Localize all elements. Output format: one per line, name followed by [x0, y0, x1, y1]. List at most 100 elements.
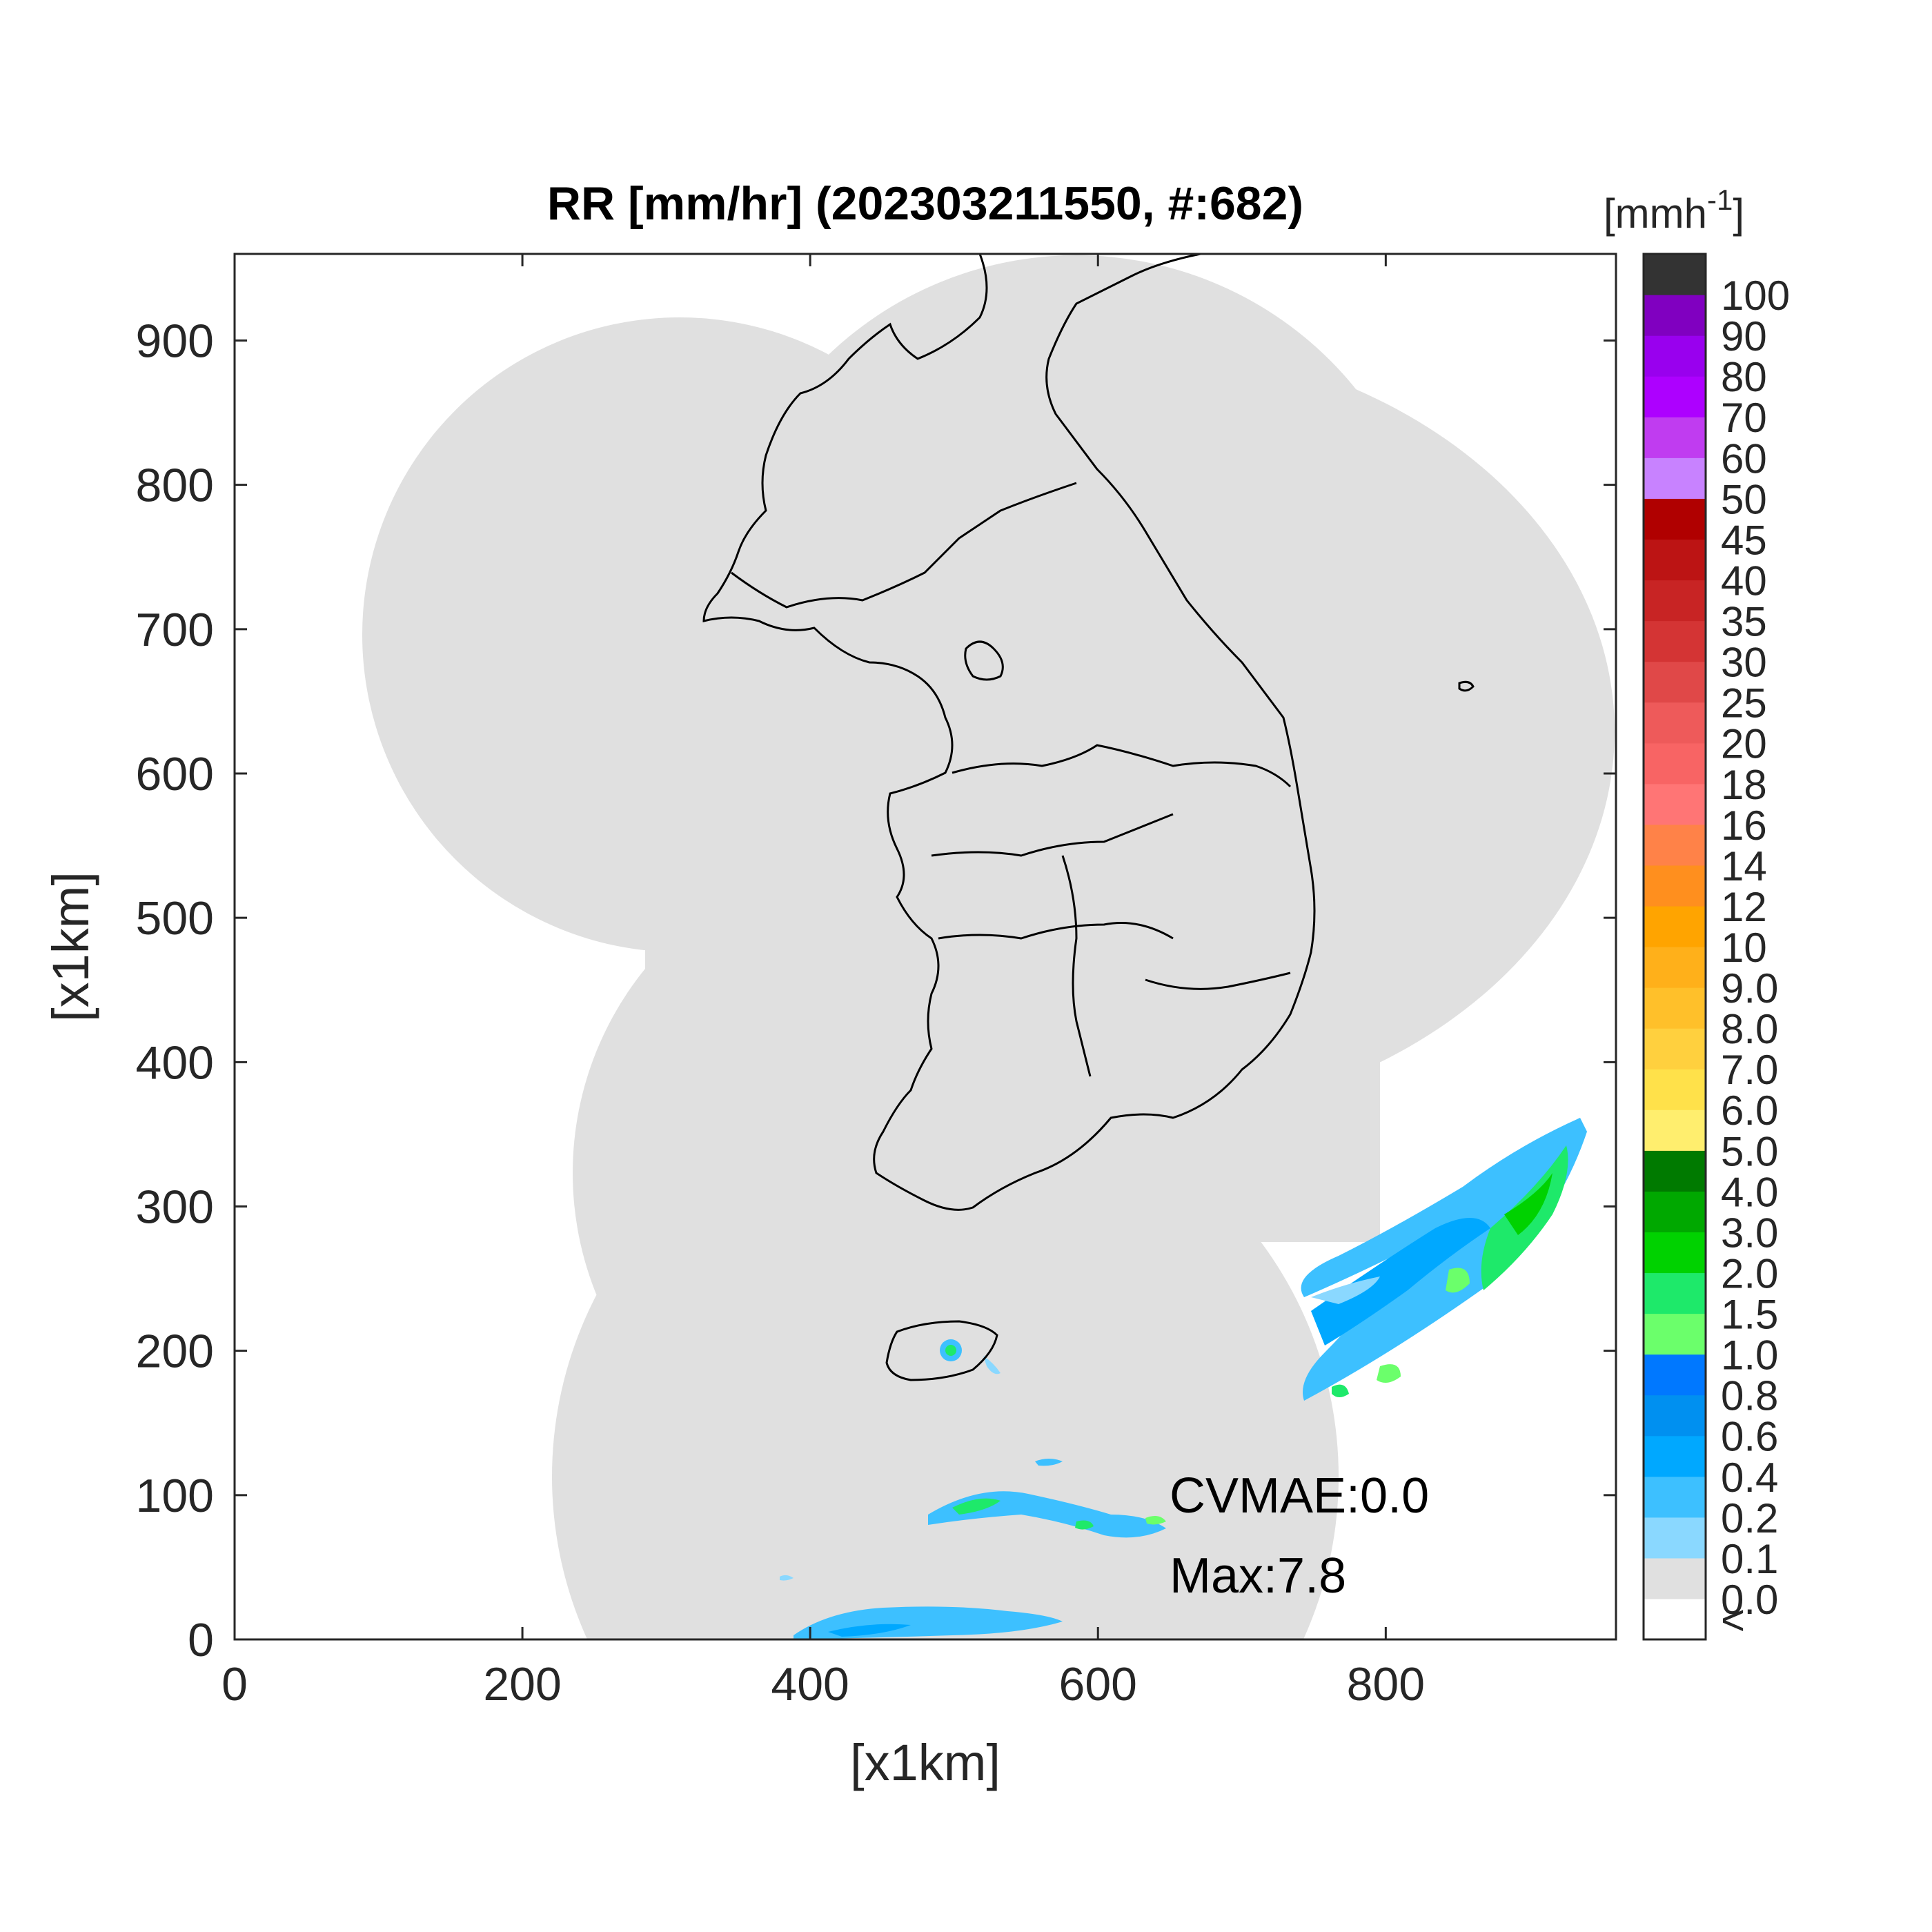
colorbar-tick-label: 40: [1721, 558, 1767, 604]
x-tick-label: 0: [221, 1658, 248, 1711]
colorbar-cell: [1644, 254, 1706, 295]
colorbar-cell: [1644, 457, 1706, 499]
radar-coverage: [362, 255, 1615, 1639]
colorbar-tick-label: 1.5: [1721, 1292, 1778, 1338]
colorbar-tick-label: 10: [1721, 925, 1767, 971]
colorbar-cell: [1644, 417, 1706, 458]
x-tick-label: 800: [1347, 1658, 1425, 1711]
colorbar-cell: [1644, 539, 1706, 581]
colorbar-cell: [1644, 1272, 1706, 1314]
colorbar-tick-label: 0.6: [1721, 1414, 1778, 1460]
colorbar-tick-label: <: [1721, 1597, 1745, 1643]
rain-echo-south-band: [928, 1459, 1166, 1538]
colorbar-cell: [1644, 1476, 1706, 1518]
colorbar-cell: [1644, 1028, 1706, 1070]
colorbar-tick-label: 60: [1721, 435, 1767, 482]
colorbar-tick-label: 16: [1721, 802, 1767, 849]
colorbar: <0.00.10.20.40.60.81.01.52.03.04.05.06.0…: [1642, 253, 1790, 1643]
colorbar-tick-label: 0.2: [1721, 1495, 1778, 1541]
colorbar-tick-label: 0.1: [1721, 1536, 1778, 1582]
colorbar-frame: [1642, 253, 1707, 1641]
colorbar-cell: [1644, 1150, 1706, 1192]
y-tick-label: 900: [136, 315, 214, 368]
colorbar-tick-label: 5.0: [1721, 1128, 1778, 1174]
y-tick-label: 500: [136, 892, 214, 945]
colorbar-tick-label: 6.0: [1721, 1087, 1778, 1134]
y-axis: 0 100 200 300 400 500 600 700 800 900: [136, 315, 1616, 1666]
colorbar-tick-label: 7.0: [1721, 1047, 1778, 1093]
figure-title: RR [mm/hr] (202303211550, #:682): [547, 177, 1303, 230]
plot-frame: [233, 253, 1617, 1641]
colorbar-cell: [1644, 1394, 1706, 1437]
colorbar-cell: [1644, 661, 1706, 703]
colorbar-cell: [1644, 865, 1706, 907]
colorbar-tick-label: 12: [1721, 884, 1767, 930]
colorbar-cell: [1644, 335, 1706, 377]
colorbar-tick-label: 45: [1721, 517, 1767, 563]
y-tick-label: 0: [188, 1614, 214, 1666]
colorbar-cell: [1644, 824, 1706, 866]
colorbar-cell: [1644, 1110, 1706, 1151]
x-axis-label: [x1km]: [850, 1734, 1000, 1791]
x-tick-label: 200: [483, 1658, 561, 1711]
colorbar-tick-label: 4.0: [1721, 1169, 1778, 1215]
y-tick-label: 800: [136, 460, 214, 512]
colorbar-cell: [1644, 1435, 1706, 1477]
colorbar-cell: [1644, 376, 1706, 417]
y-tick-label: 100: [136, 1470, 214, 1522]
y-tick-label: 200: [136, 1325, 214, 1378]
y-tick-label: 700: [136, 604, 214, 656]
colorbar-tick-label: 0.8: [1721, 1373, 1778, 1419]
rain-echo-jeju: [940, 1339, 1000, 1374]
y-axis-label: [x1km]: [42, 871, 99, 1022]
colorbar-tick-label: 0.4: [1721, 1455, 1778, 1501]
colorbar-tick-label: 3.0: [1721, 1210, 1778, 1256]
y-tick-label: 600: [136, 748, 214, 800]
colorbar-cell: [1644, 1354, 1706, 1396]
colorbar-cell: [1644, 1517, 1706, 1559]
colorbar-tick-label: 50: [1721, 476, 1767, 522]
colorbar-tick-label: 35: [1721, 599, 1767, 645]
colorbar-tick-label: 2.0: [1721, 1250, 1778, 1297]
colorbar-cell: [1644, 947, 1706, 988]
colorbar-cell: [1644, 905, 1706, 947]
rain-echo-southeast: [1301, 1118, 1587, 1401]
colorbar-tick-label: 25: [1721, 680, 1767, 727]
colorbar-tick-label: 14: [1721, 843, 1767, 889]
x-axis: 0 200 400 600 800: [221, 254, 1425, 1711]
colorbar-cell: [1644, 1557, 1706, 1599]
x-tick-label: 400: [771, 1658, 849, 1711]
colorbar-tick-label: 30: [1721, 640, 1767, 686]
colorbar-tick-label: 90: [1721, 313, 1767, 359]
colorbar-cell: [1644, 1069, 1706, 1110]
y-tick-label: 400: [136, 1036, 214, 1089]
colorbar-cell: [1644, 742, 1706, 785]
colorbar-tick-label: 80: [1721, 354, 1767, 400]
colorbar-cell: [1644, 1313, 1706, 1355]
cvmae-annotation: CVMAE:0.0: [1170, 1468, 1429, 1524]
colorbar-unit-text: [mmh: [1604, 190, 1707, 237]
coastline-boundaries: [702, 254, 1475, 1381]
max-annotation: Max:7.8: [1170, 1548, 1346, 1604]
x-tick-label: 600: [1059, 1658, 1137, 1711]
colorbar-cell: [1644, 1598, 1706, 1640]
rain-echo-bottom: [780, 1575, 1063, 1639]
colorbar-tick-label: 1.0: [1721, 1332, 1778, 1379]
colorbar-tick-label: 100: [1721, 273, 1790, 319]
colorbar-unit-close: ]: [1733, 190, 1744, 237]
colorbar-cell: [1644, 1191, 1706, 1233]
colorbar-unit-label: [mmh-1]: [1604, 184, 1744, 237]
y-tick-label: 300: [136, 1181, 214, 1234]
colorbar-unit-exponent: -1: [1707, 184, 1733, 216]
colorbar-cell: [1644, 1232, 1706, 1274]
colorbar-tick-label: 0.0: [1721, 1577, 1778, 1623]
colorbar-cell: [1644, 498, 1706, 540]
colorbar-tick-label: 9.0: [1721, 965, 1778, 1012]
colorbar-cell: [1644, 295, 1706, 336]
colorbar-tick-label: 70: [1721, 395, 1767, 441]
colorbar-cell: [1644, 987, 1706, 1029]
colorbar-tick-label: 18: [1721, 762, 1767, 808]
colorbar-cell: [1644, 702, 1706, 744]
colorbar-cell: [1644, 783, 1706, 825]
